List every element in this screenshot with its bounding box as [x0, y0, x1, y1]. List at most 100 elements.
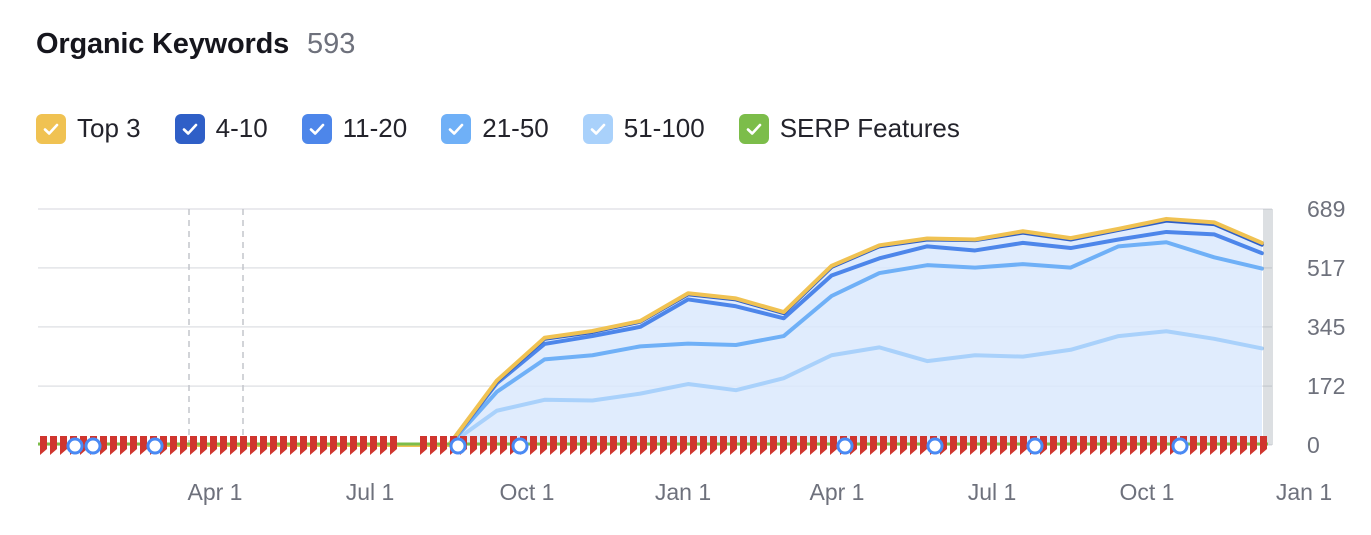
serp-flag-icon [820, 436, 827, 455]
serp-flag-icon [890, 436, 897, 455]
serp-flag-icon [60, 436, 67, 455]
serp-flag-icon [970, 436, 977, 455]
google-serp-icon [836, 437, 854, 455]
x-tick-label: Oct 1 [500, 479, 555, 505]
serp-flag-icon [250, 436, 257, 455]
checkbox-icon[interactable] [174, 113, 205, 144]
serp-flag-icon [270, 436, 277, 455]
serp-flag-icon [830, 436, 837, 455]
y-tick-label: 517 [1307, 255, 1345, 281]
serp-flag-icon [100, 436, 107, 455]
legend-label: 4-10 [215, 113, 268, 143]
serp-flag-icon [790, 436, 797, 455]
serp-flag-icon [910, 436, 917, 455]
serp-flag-icon [810, 436, 817, 455]
serp-flag-icon [610, 436, 617, 455]
serp-flag-icon [1150, 436, 1157, 455]
serp-flag-icon [380, 436, 387, 455]
serp-flag-icon [1100, 436, 1107, 455]
serp-flag-icon [710, 436, 717, 455]
serp-flag-icon [640, 436, 647, 455]
x-tick-label: Apr 1 [188, 479, 243, 505]
serp-flag-icon [980, 436, 987, 455]
serp-flag-icon [500, 436, 507, 455]
serp-flag-icon [1160, 436, 1167, 455]
google-serp-icon [66, 437, 84, 455]
serp-flag-icon [430, 436, 437, 455]
checkbox-icon[interactable] [441, 113, 472, 144]
serp-flag-icon [110, 436, 117, 455]
google-serp-icon [511, 437, 529, 455]
serp-flag-icon [720, 436, 727, 455]
legend-label: 51-100 [623, 113, 705, 143]
checkbox-icon[interactable] [301, 113, 332, 144]
serp-flag-icon [680, 436, 687, 455]
serp-flag-icon [660, 436, 667, 455]
serp-flag-icon [420, 436, 427, 455]
serp-flag-icon [1120, 436, 1127, 455]
legend-item-11-20[interactable]: 11-20 [301, 113, 408, 144]
legend-item-top-3[interactable]: Top 3 [36, 113, 141, 144]
serp-flag-icon [740, 436, 747, 455]
google-serp-icon [1171, 437, 1189, 455]
x-tick-label: Jul 1 [346, 479, 395, 505]
serp-flag-icon [860, 436, 867, 455]
legend-item-21-50[interactable]: 21-50 [441, 113, 549, 144]
legend-label: 21-50 [482, 113, 549, 143]
serp-flag-icon [350, 436, 357, 455]
legend-label: 11-20 [342, 113, 408, 143]
serp-flag-icon [590, 436, 597, 455]
serp-flag-icon [540, 436, 547, 455]
y-tick-label: 0 [1307, 432, 1320, 458]
serp-flag-icon [1240, 436, 1247, 455]
serp-flag-icon [1020, 436, 1027, 455]
checkbox-icon[interactable] [582, 113, 613, 144]
serp-flag-icon [670, 436, 677, 455]
legend-label: SERP Features [779, 113, 960, 143]
checkbox-icon[interactable] [738, 113, 769, 144]
y-tick-label: 689 [1307, 196, 1345, 222]
serp-flag-icon [950, 436, 957, 455]
serp-flag-icon [900, 436, 907, 455]
serp-flag-icon [490, 436, 497, 455]
serp-flag-icon [240, 436, 247, 455]
serp-flag-icon [120, 436, 127, 455]
serp-flag-icon [1130, 436, 1137, 455]
serp-flag-icon [1190, 436, 1197, 455]
serp-flag-icon [1210, 436, 1217, 455]
checkbox-icon[interactable] [36, 113, 66, 144]
serp-flag-icon [700, 436, 707, 455]
google-serp-icon [1026, 437, 1044, 455]
current-period-band [1263, 209, 1273, 445]
serp-flag-icon [920, 436, 927, 455]
area-fill [162, 218, 1262, 445]
serp-flag-icon [690, 436, 697, 455]
serp-flag-icon [870, 436, 877, 455]
serp-flag-icon [390, 436, 397, 455]
google-serp-icon [146, 437, 164, 455]
serp-flag-icon [570, 436, 577, 455]
serp-flag-icon [320, 436, 327, 455]
google-serp-icon [84, 437, 102, 455]
x-tick-label: Jan 1 [1276, 479, 1332, 505]
serp-flag-icon [560, 436, 567, 455]
legend-item-51-100[interactable]: 51-100 [582, 113, 705, 144]
y-tick-label: 172 [1307, 373, 1345, 399]
serp-flag-icon [800, 436, 807, 455]
serp-flag-icon [220, 436, 227, 455]
serp-flag-icon [1050, 436, 1057, 455]
serp-flag-icon [40, 436, 47, 455]
legend: Top 3 4-10 11-20 21-50 51-100 SERP Featu… [36, 113, 994, 144]
chart-header: Organic Keywords 593 [36, 28, 355, 61]
serp-flag-icon [530, 436, 537, 455]
legend-item-serp-features[interactable]: SERP Features [738, 113, 960, 144]
google-serp-icon [449, 437, 467, 455]
legend-item-4-10[interactable]: 4-10 [174, 113, 268, 144]
serp-flag-icon [1010, 436, 1017, 455]
x-tick-label: Oct 1 [1120, 479, 1175, 505]
serp-flag-icon [960, 436, 967, 455]
serp-flag-icon [310, 436, 317, 455]
serp-flag-icon [1260, 436, 1267, 455]
serp-flag-icon [210, 436, 217, 455]
